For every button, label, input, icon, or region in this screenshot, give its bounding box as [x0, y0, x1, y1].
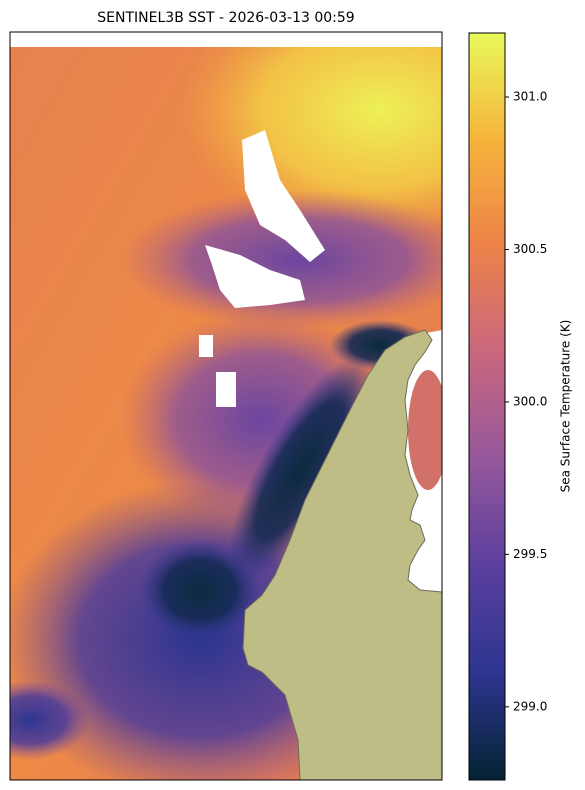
cool-patch [10, 680, 90, 760]
colorbar-tick-label: 299.5 [513, 547, 547, 561]
map-frame [9, 31, 443, 781]
cool-patch [120, 190, 442, 330]
cold-patch [226, 355, 374, 585]
colorbar-label: Sea Surface Temperature (K) [559, 320, 573, 493]
sst-field [408, 370, 442, 490]
cloud-mask [242, 130, 325, 262]
map-title: SENTINEL3B SST - 2026-03-13 00:59 [97, 10, 354, 26]
warm-patch [180, 47, 442, 240]
cloud-mask [216, 372, 236, 407]
cloud-mask [199, 335, 213, 357]
colorbar-tick-label: 301.0 [513, 90, 547, 104]
colorbar-tick-label: 300.5 [513, 242, 547, 256]
cloud-mask [205, 245, 305, 308]
colorbar [468, 32, 506, 781]
colorbar-tick-label: 300.0 [513, 394, 547, 408]
land [242, 329, 442, 780]
colorbar-tick-label: 299.0 [513, 699, 547, 713]
